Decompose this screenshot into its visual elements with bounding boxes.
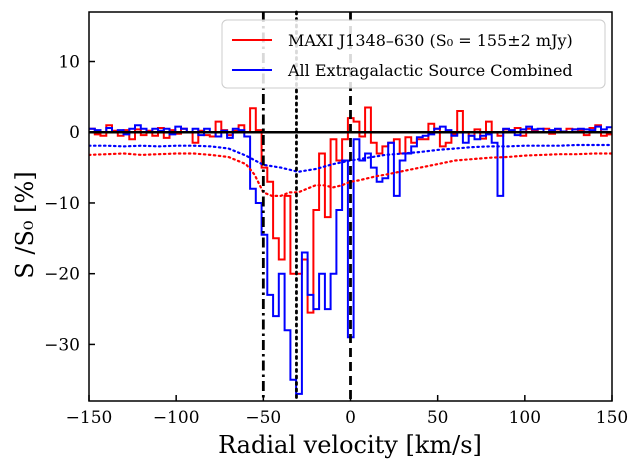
x-tick-label: 150 bbox=[596, 408, 628, 428]
x-tick-label: 0 bbox=[345, 408, 356, 428]
x-tick-label: −50 bbox=[245, 408, 281, 428]
x-tick-label: 50 bbox=[427, 408, 449, 428]
legend-label-extragalactic: All Extragalactic Source Combined bbox=[287, 61, 573, 80]
legend-box bbox=[221, 19, 606, 89]
legend-label-maxi: MAXI J1348–630 (S₀ = 155±2 mJy) bbox=[288, 31, 573, 50]
series-line-2-noise-level bbox=[89, 152, 612, 197]
y-tick-label: 10 bbox=[58, 53, 80, 73]
y-tick-label: 0 bbox=[69, 123, 80, 143]
y-axis-label: S /S₀ [%] bbox=[11, 171, 39, 278]
x-tick-label: −100 bbox=[153, 408, 200, 428]
y-tick-label: −10 bbox=[44, 194, 80, 214]
y-tick-label: −20 bbox=[44, 265, 80, 285]
x-axis-label: Radial velocity [km/s] bbox=[218, 431, 482, 459]
x-tick-label: 100 bbox=[509, 408, 541, 428]
legend: MAXI J1348–630 (S₀ = 155±2 mJy) All Extr… bbox=[221, 19, 606, 89]
y-tick-label: −30 bbox=[44, 335, 80, 355]
x-tick-label: −150 bbox=[66, 408, 113, 428]
